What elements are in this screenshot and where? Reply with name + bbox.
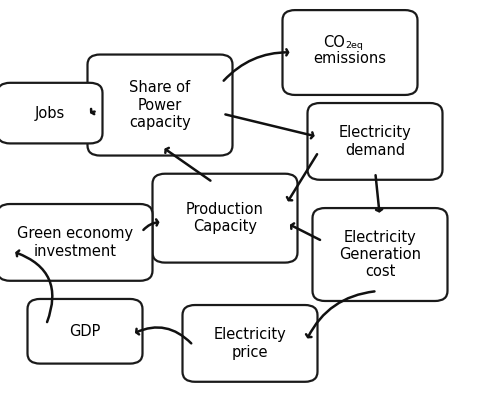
Text: Production
Capacity: Production Capacity — [186, 202, 264, 234]
Text: Jobs: Jobs — [35, 105, 65, 121]
Text: emissions: emissions — [314, 51, 386, 66]
FancyBboxPatch shape — [308, 103, 442, 180]
FancyBboxPatch shape — [182, 305, 318, 382]
Text: Electricity
price: Electricity price — [214, 327, 286, 360]
FancyBboxPatch shape — [0, 83, 102, 143]
Text: Electricity
Generation
cost: Electricity Generation cost — [339, 229, 421, 280]
FancyBboxPatch shape — [312, 208, 448, 301]
Text: Green economy
investment: Green economy investment — [17, 226, 133, 259]
Text: GDP: GDP — [70, 324, 100, 339]
FancyBboxPatch shape — [88, 55, 233, 156]
Text: Electricity
demand: Electricity demand — [338, 125, 411, 158]
FancyBboxPatch shape — [28, 299, 142, 364]
Text: Share of
Power
capacity: Share of Power capacity — [129, 80, 191, 130]
Text: CO: CO — [323, 35, 345, 50]
FancyBboxPatch shape — [0, 204, 152, 281]
FancyBboxPatch shape — [152, 174, 298, 263]
FancyBboxPatch shape — [282, 10, 418, 95]
Text: 2eq: 2eq — [345, 41, 363, 50]
